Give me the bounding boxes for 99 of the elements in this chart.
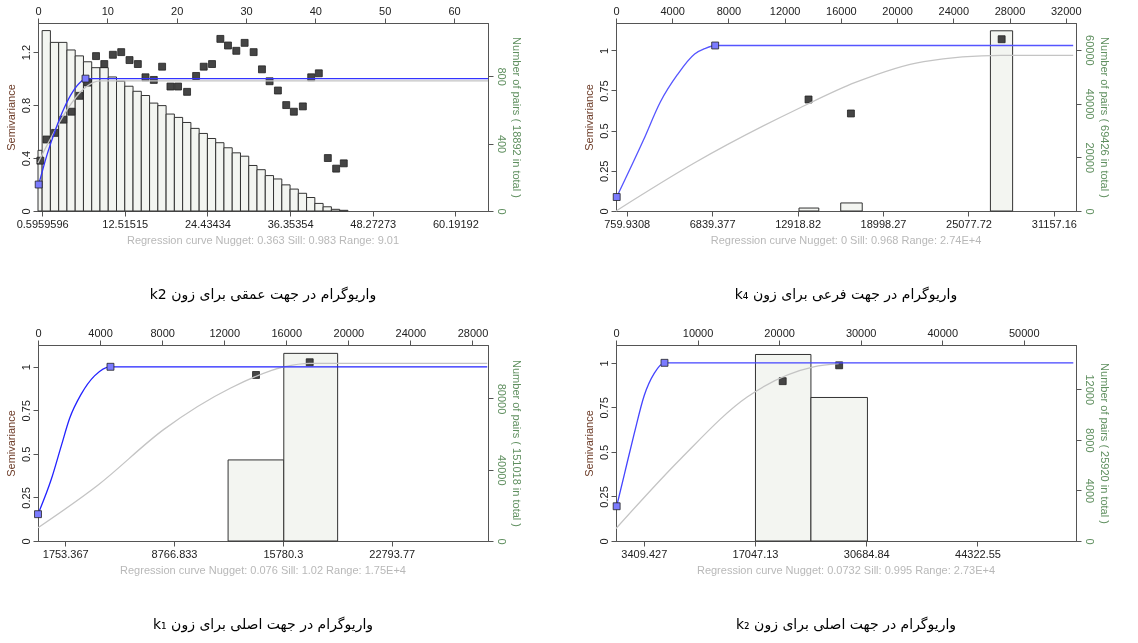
x-tick-label: 6839.377 (689, 217, 736, 230)
x-tick-label: 25077.72 (946, 217, 992, 230)
y-tick-label: 0 (597, 538, 610, 545)
x2-tick-label: 10 (101, 4, 114, 17)
y-tick-label: 0.25 (597, 486, 610, 508)
x-tick-label: 24.43434 (184, 217, 231, 230)
y2-tick-label: 4000 (1083, 478, 1096, 504)
y2-axis-title: Number of pairs ( 25920 in total ) (1098, 363, 1111, 524)
x2-tick-label: 0 (613, 326, 620, 339)
y2-tick-label: 800 (495, 67, 508, 86)
y2-tick-label: 60000 (1083, 35, 1096, 66)
x-tick-label: 60.19192 (432, 217, 479, 230)
y-tick-label: 0.25 (19, 487, 32, 509)
x2-tick-label: 12000 (769, 4, 801, 17)
x2-tick-label: 20000 (764, 326, 795, 339)
x-tick-label: 15780.3 (263, 547, 304, 560)
y2-tick-label: 0 (495, 208, 508, 215)
x2-tick-label: 0 (35, 326, 42, 339)
x-tick-label: 12918.82 (775, 217, 822, 230)
text: واریوگرام در جهت فرعی برای زون k₄ (734, 286, 958, 303)
y2-tick-label: 12000 (1083, 374, 1096, 406)
x-tick-label: 44322.55 (955, 547, 1001, 560)
x-tick-label: 31157.16 (1031, 217, 1077, 230)
x2-tick-label: 8000 (150, 326, 175, 339)
x2-tick-label: 28000 (994, 4, 1026, 17)
y2-tick-label: 8000 (1083, 428, 1096, 453)
y2-tick-label: 0 (1083, 538, 1096, 545)
x-tick-label: 36.35354 (267, 217, 314, 230)
y2-axis-title: Number of pairs ( 151018 in total ) (510, 360, 523, 527)
x2-tick-label: 50000 (1009, 326, 1040, 339)
y2-tick-label: 20000 (1083, 142, 1096, 174)
y2-tick-label: 0 (495, 538, 508, 545)
x-tick-label: 759.9308 (604, 217, 651, 230)
y2-axis-title: Number of pairs ( 69426 in total ) (1098, 37, 1111, 198)
x2-tick-label: 28000 (457, 326, 489, 339)
x2-tick-label: 8000 (716, 4, 742, 17)
text: Regression curve Nugget: 0.076 Sill: 1.02 Range: 1.75E+4 (120, 564, 406, 576)
x2-tick-label: 30000 (845, 326, 877, 339)
text: واریوگرام در جهت عمقی برای زون k2 (149, 286, 377, 303)
text: Regression curve Nugget: 0.0732 Sill: 0.995 Range: 2.73E+4 (696, 564, 996, 576)
text: واریوگرام در جهت اصلی برای زون k₂ (735, 616, 957, 633)
y-tick-label: 0.75 (597, 80, 610, 102)
y-tick-label: 0 (597, 208, 610, 215)
x2-tick-label: 16000 (271, 326, 303, 339)
x2-tick-label: 40 (309, 4, 322, 17)
y-tick-label: 1 (19, 364, 32, 371)
x-tick-label: 30684.84 (843, 547, 890, 560)
y-tick-label: 0 (19, 208, 32, 215)
text: Regression curve Nugget: 0 Sill: 0.968 Range: 2.74E+4 (710, 234, 982, 246)
y-tick-label: 1 (597, 360, 610, 367)
x2-tick-label: 20000 (882, 4, 913, 17)
x2-tick-label: 16000 (826, 4, 857, 17)
y-tick-label: 0.5 (19, 446, 32, 463)
x2-tick-label: 60 (448, 4, 461, 17)
x2-tick-label: 10000 (682, 326, 714, 339)
text: Regression curve Nugget: 0.363 Sill: 0.983 Range: 9.01 (126, 234, 400, 246)
x-tick-label: 0.5959596 (16, 217, 69, 230)
y2-tick-label: 0 (1083, 208, 1096, 215)
x2-tick-label: 40000 (927, 326, 959, 339)
x2-tick-label: 0 (35, 4, 42, 17)
x2-tick-label: 50 (379, 4, 392, 17)
x-tick-label: 48.27273 (350, 217, 397, 230)
x-tick-label: 3409.427 (621, 547, 668, 560)
y-tick-label: 1.2 (19, 44, 32, 61)
x2-tick-label: 32000 (1050, 4, 1082, 17)
x2-tick-label: 4000 (88, 326, 113, 339)
text: واریوگرام در جهت اصلی برای زون k₁ (152, 616, 374, 633)
x2-tick-label: 24000 (395, 326, 427, 339)
x2-tick-label: 30 (240, 4, 253, 17)
x-tick-label: 22793.77 (369, 547, 416, 560)
y-tick-label: 0.75 (597, 397, 610, 419)
x-tick-label: 1753.367 (42, 547, 89, 560)
y-tick-label: 0.75 (19, 400, 32, 422)
y-axis-title: Semivariance (582, 84, 595, 151)
y2-tick-label: 40000 (495, 454, 508, 486)
y-tick-label: 0.25 (597, 160, 610, 183)
y-tick-label: 0.5 (597, 444, 610, 461)
x2-tick-label: 12000 (209, 326, 240, 339)
y-tick-label: 0.8 (19, 97, 32, 114)
y-tick-label: 0.4 (19, 150, 32, 167)
x2-tick-label: 0 (613, 4, 620, 17)
y-tick-label: 1 (597, 47, 610, 54)
y2-axis-title: Number of pairs ( 18892 in total ) (510, 37, 523, 198)
y2-tick-label: 400 (495, 134, 508, 154)
x-tick-label: 17047.13 (732, 547, 779, 560)
x-tick-label: 8766.833 (151, 547, 198, 560)
x2-tick-label: 20000 (333, 326, 365, 339)
y-tick-label: 0 (19, 538, 32, 545)
y2-tick-label: 40000 (1083, 88, 1096, 120)
y-axis-title: Semivariance (4, 410, 17, 477)
y-axis-title: Semivariance (4, 84, 17, 151)
y-tick-label: 0.5 (597, 123, 610, 139)
y2-tick-label: 80000 (495, 383, 508, 415)
x2-tick-label: 4000 (660, 4, 685, 17)
y-axis-title: Semivariance (582, 410, 595, 477)
x-tick-label: 12.51515 (102, 217, 149, 230)
x2-tick-label: 24000 (938, 4, 970, 17)
x-tick-label: 18998.27 (860, 217, 907, 230)
x2-tick-label: 20 (171, 4, 184, 17)
